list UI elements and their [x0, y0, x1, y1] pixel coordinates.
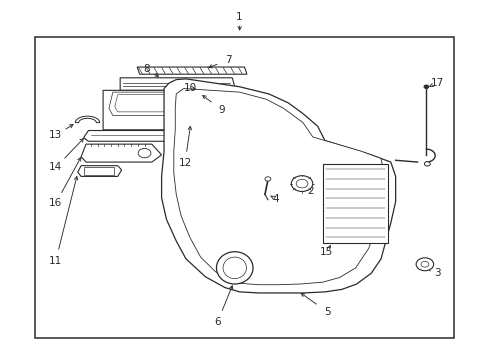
Polygon shape: [81, 144, 161, 162]
Text: 12: 12: [178, 158, 191, 168]
Text: 9: 9: [218, 105, 225, 115]
Text: 7: 7: [224, 55, 231, 65]
Polygon shape: [109, 92, 229, 116]
Circle shape: [420, 261, 428, 267]
Ellipse shape: [216, 252, 252, 284]
Text: 6: 6: [214, 317, 221, 327]
Polygon shape: [103, 90, 239, 130]
Circle shape: [296, 179, 307, 188]
Text: 2: 2: [306, 186, 313, 196]
Polygon shape: [78, 166, 122, 176]
Bar: [194, 90, 202, 94]
Text: 8: 8: [143, 64, 150, 74]
Text: 14: 14: [49, 162, 62, 172]
Circle shape: [415, 258, 433, 271]
Circle shape: [291, 176, 312, 192]
Polygon shape: [75, 116, 100, 123]
Bar: [193, 93, 203, 108]
Ellipse shape: [223, 257, 246, 279]
Polygon shape: [137, 67, 246, 74]
Bar: [35, 37, 453, 338]
Polygon shape: [188, 87, 207, 92]
Text: 1: 1: [236, 12, 243, 22]
Text: 11: 11: [49, 256, 62, 266]
Polygon shape: [83, 131, 237, 141]
Bar: [83, 167, 114, 175]
Circle shape: [424, 162, 429, 166]
Polygon shape: [161, 79, 395, 293]
Polygon shape: [120, 78, 234, 90]
Text: 10: 10: [183, 83, 196, 93]
Circle shape: [138, 148, 151, 158]
Text: 13: 13: [49, 130, 62, 140]
Text: 17: 17: [429, 78, 443, 88]
Circle shape: [423, 85, 428, 89]
FancyBboxPatch shape: [322, 164, 387, 243]
Text: 3: 3: [433, 268, 440, 278]
Text: 5: 5: [324, 307, 330, 317]
Text: 15: 15: [319, 247, 332, 257]
Circle shape: [264, 177, 270, 181]
Text: 16: 16: [49, 198, 62, 208]
Text: 4: 4: [272, 194, 279, 204]
Polygon shape: [115, 95, 225, 112]
Polygon shape: [173, 89, 384, 285]
